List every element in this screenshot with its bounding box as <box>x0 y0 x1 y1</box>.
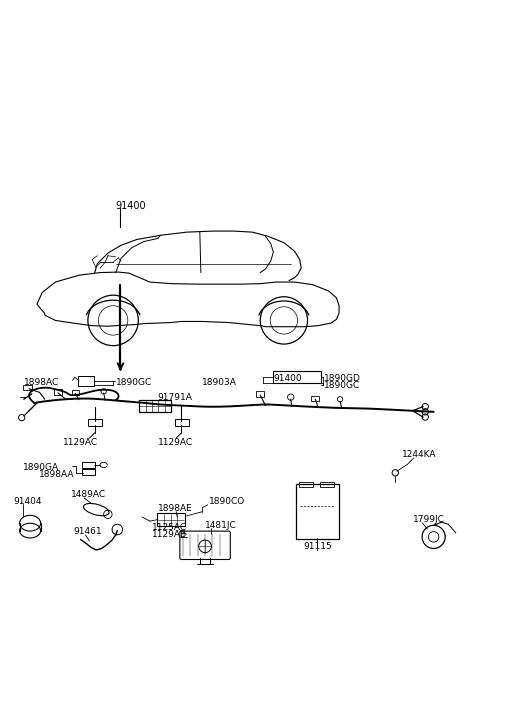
Text: 1129AC: 1129AC <box>63 438 98 447</box>
Text: 91115: 91115 <box>303 542 332 551</box>
Text: 1489AC: 1489AC <box>71 490 106 499</box>
Text: 1890GA: 1890GA <box>23 463 59 472</box>
Text: 91791A: 91791A <box>158 393 193 402</box>
Text: 91400: 91400 <box>116 201 147 211</box>
Text: 1890GD: 1890GD <box>324 374 361 382</box>
Text: 91461: 91461 <box>74 527 102 536</box>
Text: 1890GC: 1890GC <box>116 379 152 387</box>
Text: 1898AE: 1898AE <box>158 504 193 513</box>
Text: 1898AA: 1898AA <box>39 470 74 479</box>
Text: 1129AC: 1129AC <box>158 438 193 447</box>
Text: 1244KA: 1244KA <box>402 451 436 459</box>
Text: 1799JC: 1799JC <box>413 515 444 524</box>
Text: 1890CO: 1890CO <box>209 497 245 506</box>
Text: 1898AC: 1898AC <box>24 379 59 387</box>
Text: 91404: 91404 <box>13 497 42 506</box>
Text: 91400: 91400 <box>273 374 302 382</box>
Text: 1129AB: 1129AB <box>151 530 186 539</box>
Text: 18903A: 18903A <box>202 379 237 387</box>
Text: 1481JC: 1481JC <box>205 521 237 530</box>
Text: 1890GC: 1890GC <box>324 380 361 390</box>
Text: 1125AC: 1125AC <box>151 523 186 532</box>
